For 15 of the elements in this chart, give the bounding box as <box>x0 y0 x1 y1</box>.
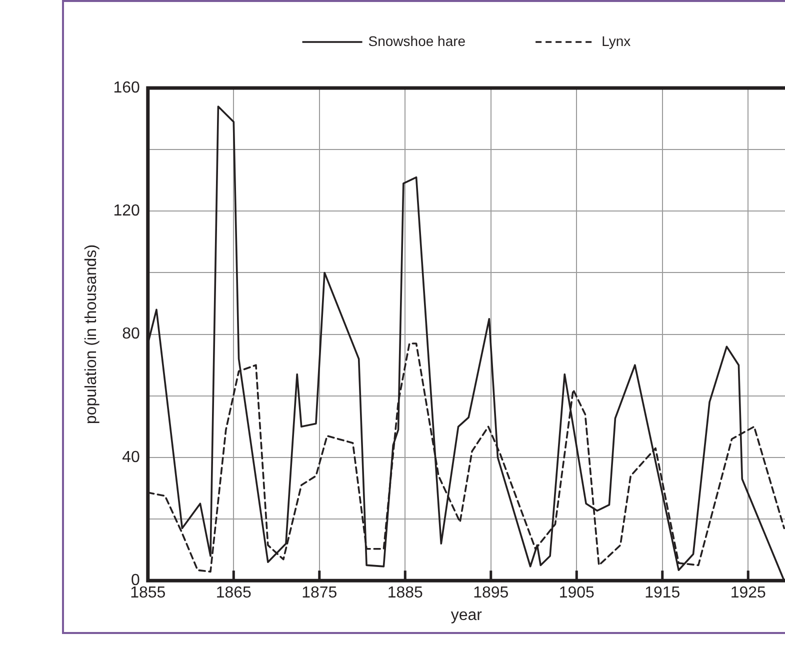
x-tick-label: 1915 <box>644 584 680 602</box>
y-tick-label: 80 <box>122 326 140 343</box>
x-tick-label: 1885 <box>387 584 424 602</box>
x-tick-label: 1905 <box>558 584 595 602</box>
y-tick-label: 40 <box>122 448 140 466</box>
x-tick-label: 1865 <box>216 584 252 602</box>
y-tick-label: 160 <box>113 79 140 96</box>
legend-label: Lynx <box>602 32 631 49</box>
x-tick-label: 1875 <box>302 584 338 602</box>
x-axis-title: year <box>450 606 483 624</box>
y-tick-label: 120 <box>113 202 140 220</box>
x-tick-label: 1925 <box>730 584 766 602</box>
x-tick-label: 1895 <box>473 584 509 602</box>
y-axis-title: population (in thousands) <box>83 244 100 424</box>
legend-label: Snowshoe hare <box>368 32 466 49</box>
